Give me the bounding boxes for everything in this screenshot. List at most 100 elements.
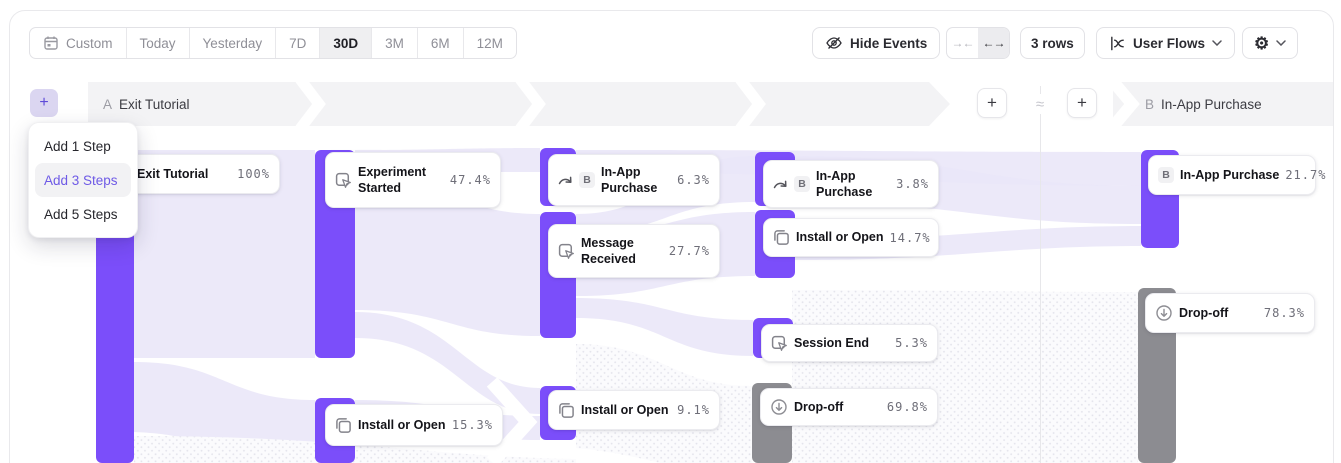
node-percent: 69.8% [886, 400, 928, 414]
plus-icon: + [987, 93, 997, 112]
flow-ribbon [355, 174, 540, 336]
flow-ribbon-dropoff [792, 290, 1138, 463]
drop-off-icon [1155, 304, 1173, 322]
windows-icon [335, 417, 352, 434]
date-range-30d[interactable]: 30D [320, 28, 373, 58]
add-step-a-button[interactable]: + [977, 88, 1007, 118]
node-percent: 15.3% [451, 418, 493, 432]
flow-card-in-app-purchase-b[interactable]: B In-App Purchase 21.7% [1148, 155, 1325, 195]
node-percent: 100% [237, 167, 270, 181]
node-label: Message Received [581, 235, 636, 266]
flow-card-experiment-started[interactable]: Experiment Started 47.4% [325, 152, 501, 208]
node-label: In-App Purchase [816, 168, 873, 199]
chevron-down-icon [1212, 40, 1222, 46]
skip-arrow-icon [558, 174, 573, 187]
journey-sections-divider [1040, 86, 1041, 463]
event-b-badge: B [1158, 167, 1174, 183]
eye-off-icon [825, 34, 843, 52]
node-percent: 9.1% [677, 403, 710, 417]
add-steps-button[interactable]: + [30, 89, 58, 117]
gear-icon: ⚙ [1254, 33, 1270, 53]
menu-item-add-3-steps[interactable]: Add 3 Steps [35, 163, 131, 197]
flow-gap-chevron [486, 377, 538, 463]
collapse-columns-button[interactable]: →← [951, 36, 975, 50]
node-percent: 6.3% [677, 173, 710, 187]
step-separator-chevron [515, 81, 546, 127]
cursor-click-icon [558, 243, 575, 260]
menu-item-add-5-steps[interactable]: Add 5 Steps [44, 206, 118, 222]
step-separator-chevron [735, 81, 766, 127]
node-percent: 47.4% [449, 173, 491, 187]
flow-card-install-or-open-3[interactable]: Install or Open 14.7% [763, 218, 939, 257]
journey-b-entry-chevron [1106, 81, 1140, 127]
node-label: Install or Open [358, 417, 446, 432]
node-percent: 27.7% [668, 244, 710, 258]
journey-b-prefix: B [1145, 96, 1155, 112]
node-label: Install or Open [581, 402, 669, 417]
plus-icon: + [39, 94, 49, 111]
journey-a-title[interactable]: A Exit Tutorial [103, 82, 190, 126]
date-range-today[interactable]: Today [127, 28, 190, 58]
add-steps-menu: Add 1 Step Add 3 Steps Add 5 Steps [28, 122, 138, 238]
node-label: Session End [794, 335, 870, 350]
flow-card-in-app-purchase-1[interactable]: B In-App Purchase 6.3% [548, 154, 720, 206]
journey-a-band[interactable] [88, 82, 950, 126]
event-b-badge: B [794, 176, 810, 192]
settings-dropdown[interactable]: ⚙ [1242, 27, 1299, 59]
flow-ribbon [134, 150, 315, 358]
drop-off-icon [770, 398, 788, 416]
flow-card-drop-off-1[interactable]: Drop-off 69.8% [760, 388, 938, 426]
flow-card-install-or-open-1[interactable]: Install or Open 15.3% [325, 404, 503, 446]
windows-icon [773, 229, 790, 246]
journey-a-label: Exit Tutorial [119, 96, 190, 112]
cursor-click-icon [335, 172, 352, 189]
flow-ribbon [576, 298, 753, 356]
date-range-6m[interactable]: 6M [418, 28, 464, 58]
node-percent: 3.8% [896, 177, 929, 191]
date-range-12m[interactable]: 12M [476, 35, 503, 51]
flow-ribbon [134, 362, 315, 463]
journey-b-label: In-App Purchase [1161, 96, 1262, 112]
calendar-icon [43, 35, 59, 51]
flow-card-drop-off-b[interactable]: Drop-off 78.3% [1145, 293, 1315, 333]
rows-button[interactable]: 3 rows [1020, 27, 1085, 59]
view-type-dropdown[interactable]: User Flows [1096, 27, 1236, 59]
menu-item-add-1-step[interactable]: Add 1 Step [44, 138, 111, 154]
plus-icon: + [1077, 93, 1087, 112]
node-percent: 21.7% [1285, 168, 1327, 182]
node-label: In-App Purchase [601, 164, 658, 195]
journey-b-band[interactable] [1113, 82, 1333, 126]
add-step-b-button[interactable]: + [1067, 88, 1097, 118]
approx-equals-icon: ≈ [1030, 94, 1050, 114]
hide-events-button[interactable]: Hide Events [812, 27, 941, 59]
flow-ribbon-dropoff [134, 436, 576, 463]
node-label: In-App Purchase [1180, 167, 1280, 182]
flow-card-message-received[interactable]: Message Received 27.7% [548, 224, 720, 278]
collapse-expand-control: →← ←→ [946, 27, 1010, 59]
journey-b-title[interactable]: B In-App Purchase [1145, 82, 1262, 126]
date-range-control: Custom Today Yesterday 7D 30D 3M 6M 12M [29, 27, 517, 59]
flow-chart-icon [1109, 35, 1126, 52]
expand-columns-button[interactable]: ←→ [978, 28, 1009, 58]
cursor-click-icon [771, 335, 788, 352]
node-label: Drop-off [1179, 305, 1229, 320]
node-percent: 14.7% [889, 230, 931, 245]
node-label: Experiment Started [358, 164, 427, 195]
flow-card-session-end[interactable]: Session End 5.3% [761, 324, 938, 362]
node-label: Install or Open [796, 230, 884, 245]
date-range-yesterday[interactable]: Yesterday [190, 28, 277, 58]
journey-a-prefix: A [103, 96, 113, 112]
step-separator-chevron [295, 81, 326, 127]
flow-card-install-or-open-2[interactable]: Install or Open 9.1% [548, 390, 720, 430]
flow-card-in-app-purchase-2[interactable]: B In-App Purchase 3.8% [763, 160, 939, 208]
date-range-3m[interactable]: 3M [372, 28, 418, 58]
chevron-down-icon [1276, 40, 1286, 46]
date-range-custom[interactable]: Custom [30, 28, 127, 58]
node-percent: 78.3% [1263, 306, 1305, 320]
skip-arrow-icon [773, 178, 788, 191]
date-range-7d[interactable]: 7D [276, 28, 321, 58]
windows-icon [558, 402, 575, 419]
node-label: Exit Tutorial [137, 166, 209, 181]
node-label: Drop-off [794, 399, 844, 414]
